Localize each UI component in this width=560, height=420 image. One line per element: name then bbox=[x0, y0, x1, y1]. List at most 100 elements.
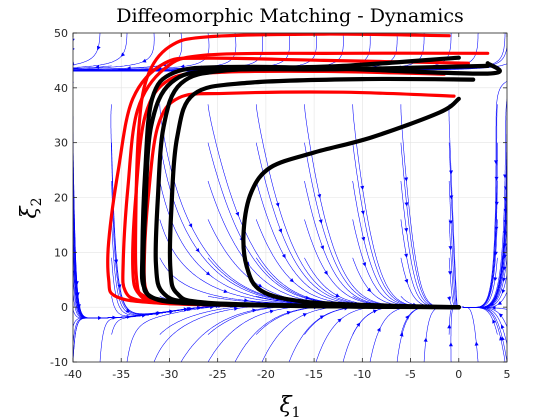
x-tick-label: -20 bbox=[257, 368, 275, 381]
streamline-arrow bbox=[497, 301, 502, 305]
streamline-arrow bbox=[360, 210, 365, 215]
streamline-arrow bbox=[302, 313, 308, 317]
streamline bbox=[448, 219, 456, 307]
streamline bbox=[461, 142, 498, 308]
streamline bbox=[73, 33, 155, 70]
streamline-arrow bbox=[399, 332, 404, 337]
streamline-arrow bbox=[235, 211, 240, 217]
streamline-arrow bbox=[275, 202, 280, 207]
streamline-arrow bbox=[195, 247, 200, 253]
y-axis-symbol: ξ bbox=[17, 205, 42, 219]
streamline-arrow bbox=[494, 176, 499, 181]
streamline-arrow bbox=[318, 219, 323, 224]
streamline bbox=[352, 104, 456, 308]
streamline-arrow bbox=[404, 227, 409, 233]
streamline-arrow bbox=[233, 306, 239, 311]
streamline-arrow bbox=[180, 64, 185, 69]
streamline-arrow bbox=[492, 319, 496, 324]
streamline-arrow bbox=[498, 313, 504, 318]
streamline-arrow bbox=[188, 223, 193, 228]
streamline bbox=[73, 65, 112, 69]
streamline bbox=[461, 104, 498, 308]
x-tick-label: -35 bbox=[112, 368, 130, 381]
streamline-arrow bbox=[223, 289, 228, 294]
streamline-arrow bbox=[500, 324, 505, 329]
streamline bbox=[462, 219, 498, 308]
streamline-arrow bbox=[494, 160, 499, 165]
reproduction-line bbox=[167, 76, 476, 310]
chart-title: Diffeomorphic Matching - Dynamics bbox=[116, 5, 463, 27]
streamline-arrow bbox=[448, 246, 453, 251]
streamline-arrow bbox=[447, 296, 452, 301]
streamline-arrow bbox=[474, 341, 479, 346]
streamline bbox=[448, 142, 458, 307]
streamline bbox=[400, 180, 455, 308]
streamline-arrow bbox=[362, 262, 367, 267]
streamline bbox=[73, 65, 160, 70]
y-axis-subscript: 2 bbox=[29, 197, 45, 206]
streamline-arrow bbox=[361, 236, 366, 242]
streamline-arrow bbox=[73, 38, 75, 43]
streamline-arrow bbox=[493, 277, 498, 282]
streamline-arrow bbox=[449, 170, 454, 175]
streamline-arrow bbox=[289, 278, 294, 283]
streamline-arrow bbox=[269, 309, 275, 314]
streamline-arrow bbox=[335, 293, 340, 297]
x-tick-label: 0 bbox=[455, 368, 462, 381]
reproduction-trajectories bbox=[139, 55, 502, 310]
streamline-arrow bbox=[423, 337, 428, 342]
streamline bbox=[461, 306, 479, 362]
streamline-arrow bbox=[142, 58, 147, 63]
streamline-arrow bbox=[502, 277, 507, 282]
streamline-arrow bbox=[405, 315, 410, 320]
x-axis-label: ξ1 bbox=[279, 393, 300, 420]
x-axis-subscript: 1 bbox=[292, 405, 301, 420]
y-tick-label: 40 bbox=[54, 82, 68, 95]
streamline bbox=[448, 257, 456, 308]
streamline-arrow bbox=[156, 311, 161, 316]
y-tick-label: 20 bbox=[54, 192, 68, 205]
x-axis-symbol: ξ bbox=[279, 393, 293, 418]
axis-ticks: -40 -35 -30 -25 -20 -15 -10 -5 0 5 -10 0 10 20 30 40 50 bbox=[50, 27, 510, 381]
streamline-arrow bbox=[501, 289, 506, 294]
streamline bbox=[400, 104, 456, 308]
streamline-arrow bbox=[372, 309, 378, 314]
streamline-arrow bbox=[320, 245, 325, 250]
streamline bbox=[73, 46, 74, 48]
streamline-arrow bbox=[503, 220, 507, 225]
streamline bbox=[400, 142, 456, 308]
streamline-arrow bbox=[500, 336, 505, 341]
x-tick-label: 5 bbox=[504, 368, 511, 381]
streamline-arrow bbox=[503, 174, 507, 179]
streamline-arrow bbox=[96, 45, 101, 51]
streamline bbox=[73, 33, 101, 66]
streamline-arrow bbox=[489, 301, 495, 306]
streamline-arrow bbox=[360, 185, 365, 190]
streamline-arrow bbox=[404, 253, 409, 258]
streamline bbox=[448, 306, 456, 335]
streamline-arrow bbox=[376, 327, 381, 332]
streamline bbox=[448, 180, 457, 306]
streamline-arrow bbox=[404, 202, 409, 207]
y-tick-label: 0 bbox=[61, 301, 68, 314]
streamline-arrow bbox=[205, 271, 211, 276]
streamline-arrow bbox=[447, 324, 452, 329]
streamline-arrow bbox=[448, 220, 453, 225]
y-tick-label: 10 bbox=[54, 246, 68, 259]
streamline-arrow bbox=[126, 66, 131, 71]
streamline-arrow bbox=[491, 305, 496, 310]
streamline-arrow bbox=[404, 278, 409, 284]
streamline bbox=[462, 81, 507, 308]
x-tick-label: -40 bbox=[64, 368, 82, 381]
x-tick-label: -5 bbox=[405, 368, 416, 381]
streamline-arrow bbox=[125, 308, 131, 313]
streamline bbox=[450, 306, 456, 362]
streamline-arrow bbox=[404, 177, 409, 182]
x-tick-label: -30 bbox=[160, 368, 178, 381]
reproduction-line bbox=[241, 96, 461, 310]
streamline-arrow bbox=[114, 259, 119, 264]
streamline-arrow bbox=[317, 193, 322, 199]
streamline-arrow bbox=[366, 287, 372, 292]
x-tick-label: -10 bbox=[353, 368, 371, 381]
